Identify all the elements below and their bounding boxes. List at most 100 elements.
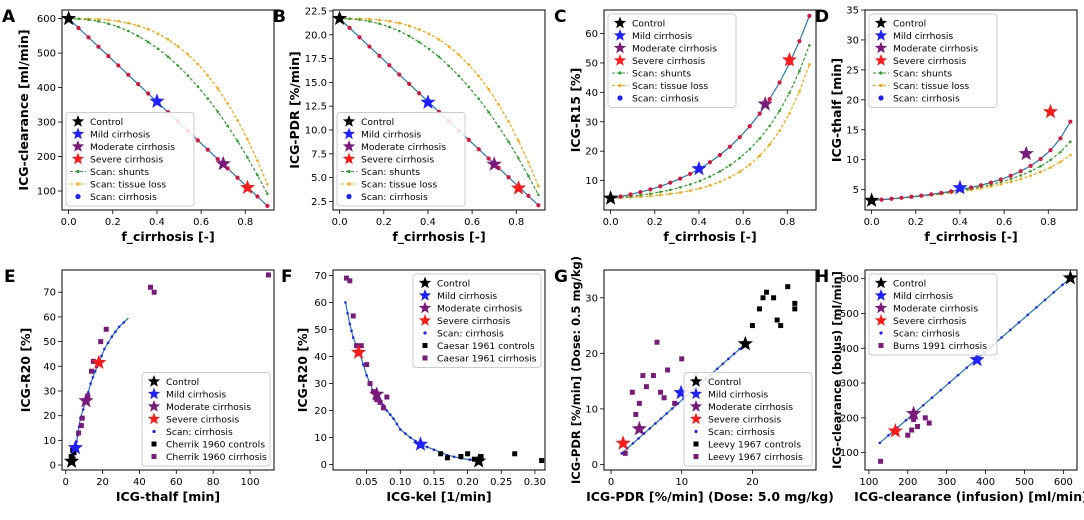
star-severe [350, 344, 367, 359]
star-moderate [78, 392, 94, 408]
panel-B: B 0.0 0.2 0.4 0.6 0.8 2.5 5.0 7.5 10.0 12.5 15.0 17.… [273, 6, 546, 245]
scan-point-shunts [487, 110, 490, 114]
star-moderate [906, 405, 922, 421]
scan-point-shunts [1039, 164, 1042, 168]
x-tick-label: 0 [62, 477, 68, 488]
scan-point-cirrhosis [93, 369, 97, 373]
legend-marker-control [342, 115, 356, 127]
data-point-cirrhosis [98, 339, 104, 345]
x-tick-label: 0.6 [464, 217, 480, 228]
scan-point-shunts [216, 110, 219, 113]
scan-point-tissue [808, 63, 811, 66]
y-tick-label: 30 [314, 379, 327, 390]
scan-point-shunts [176, 64, 180, 67]
legend-marker-scan-cirrhosis [694, 429, 698, 434]
data-point-cirrhosis [633, 411, 639, 417]
legend-label: Scan: tissue loss [893, 81, 969, 92]
scan-point-cirrhosis [1038, 156, 1043, 162]
scan-point-shunts [477, 97, 481, 101]
scan-point-tissue [368, 17, 371, 21]
y-tick-label: 400 [840, 344, 859, 355]
scan-point-shunts [527, 174, 530, 178]
x-tick-label: 0.2 [908, 217, 924, 228]
scan-point-shunts [788, 91, 791, 95]
scan-point-shunts [718, 170, 722, 173]
scan-point-cirrhosis [939, 190, 944, 196]
scan-point-cirrhosis [506, 175, 511, 180]
scan-point-cirrhosis [738, 347, 742, 351]
plot-frame [332, 269, 546, 471]
legend-marker-dot [618, 83, 622, 88]
scan-point-cirrhosis [91, 376, 95, 379]
x-tick-label: 0.4 [691, 217, 707, 228]
data-point-cirrhosis [661, 395, 667, 401]
scan-point-tissue [497, 103, 500, 106]
scan-point-cirrhosis [797, 39, 802, 44]
y-axis-label: ICG-R20 [%] [18, 328, 33, 413]
scan-point-cirrhosis [1061, 283, 1064, 287]
legend-marker-dot [879, 83, 883, 88]
scan-point-cirrhosis [930, 396, 934, 400]
data-point-cirrhosis [370, 389, 376, 395]
scan-point-cirrhosis [452, 455, 456, 459]
scan-point-tissue [698, 187, 702, 190]
legend-marker-mild [613, 29, 627, 41]
y-axis-label: ICG-clearance [ml/min] [16, 29, 31, 190]
scan-point-shunts [708, 175, 712, 178]
scan-point-tissue [728, 176, 732, 179]
scan-point-cirrhosis [89, 382, 92, 385]
scan-point-cirrhosis [76, 25, 81, 31]
legend-label: Scan: shunts [361, 167, 420, 178]
scan-point-tissue [758, 154, 761, 158]
scan-point-tissue [166, 38, 170, 41]
legend-label: Control [166, 377, 199, 388]
scan-point-cirrhosis [1017, 321, 1021, 324]
star-severe [510, 180, 527, 195]
data-point-cirrhosis [343, 275, 349, 281]
scan-point-cirrhosis [628, 192, 633, 197]
data-point-controls [478, 453, 484, 459]
y-tick-label: 100 [840, 448, 859, 459]
legend-label: Moderate cirrhosis [361, 142, 446, 153]
legend-marker-control [418, 276, 432, 289]
scan-point-tissue [437, 38, 441, 41]
scan-point-tissue [798, 90, 801, 93]
scan-point-cirrhosis [385, 409, 389, 412]
scan-point-tissue [107, 18, 110, 22]
y-tick-label: 40 [314, 352, 327, 363]
scan-point-cirrhosis [909, 194, 914, 199]
legend-label: Mild cirrhosis [90, 130, 150, 141]
scan-point-cirrhosis [215, 156, 220, 162]
legend-box [336, 112, 466, 207]
scan-point-tissue [1029, 174, 1032, 178]
scan-point-cirrhosis [654, 422, 657, 425]
scan-point-cirrhosis [889, 196, 894, 201]
legend-label: Mild cirrhosis [632, 31, 692, 42]
data-point-cirrhosis [367, 381, 373, 387]
scan-point-shunts [768, 124, 771, 128]
x-axis-label: f_cirrhosis [-] [121, 229, 214, 245]
scan-point-cirrhosis [1028, 163, 1033, 168]
scan-point-shunts [447, 64, 451, 68]
panel-letter: C [554, 7, 566, 27]
y-tick-label: 15.0 [305, 78, 327, 89]
panel-C: C 0.0 0.2 0.4 0.6 0.8 10 20 30 40 50 60 f_cirrhosis … [554, 7, 817, 245]
curve-tissue [871, 154, 1071, 201]
panel-letter: F [281, 267, 293, 287]
data-point-controls [792, 300, 798, 306]
scan-point-cirrhosis [878, 441, 882, 445]
scan-point-tissue [407, 24, 411, 28]
data-point-cirrhosis [347, 278, 353, 284]
legend-label: Severe cirrhosis [708, 415, 781, 426]
scan-point-cirrhosis [205, 147, 210, 152]
scan-point-cirrhosis [387, 63, 392, 68]
scan-point-tissue [417, 27, 421, 31]
legend-marker-control [613, 16, 627, 29]
scan-point-cirrhosis [904, 418, 908, 422]
x-tick-label: 100 [859, 477, 878, 488]
scan-point-tissue [517, 139, 520, 143]
scan-point-tissue [768, 143, 771, 147]
scan-point-cirrhosis [114, 330, 117, 334]
legend-marker-cirrhosis-data [693, 454, 699, 459]
